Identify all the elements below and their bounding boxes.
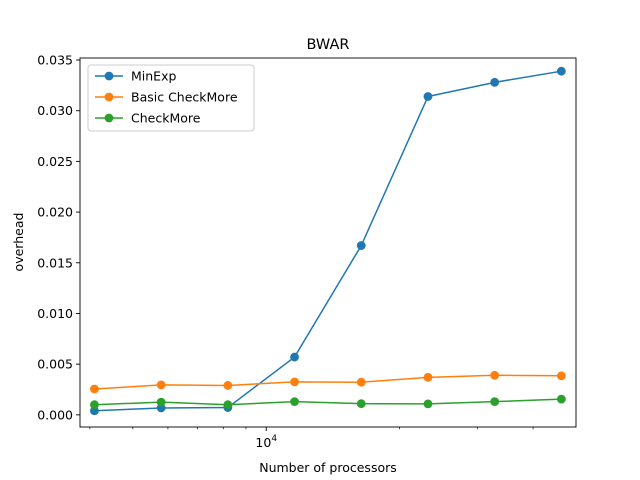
data-point xyxy=(423,372,433,382)
data-point xyxy=(290,397,299,407)
x-axis-label: Number of processors xyxy=(259,460,397,475)
data-point xyxy=(556,394,566,404)
plot-area xyxy=(79,57,577,428)
y-axis-label: overhead xyxy=(11,213,26,272)
x-axis: 104 xyxy=(89,427,534,450)
legend-label: MinExp xyxy=(131,69,176,84)
data-point xyxy=(423,399,433,409)
y-tick-label: 0.020 xyxy=(37,205,73,220)
legend-entry: CheckMore xyxy=(95,111,201,126)
legend-entry: MinExp xyxy=(95,69,176,84)
legend-box xyxy=(87,64,255,132)
y-tick-label: 0.005 xyxy=(37,357,73,372)
legend-marker xyxy=(104,113,114,123)
data-point xyxy=(90,406,99,416)
data-point xyxy=(423,92,433,101)
legend-marker xyxy=(104,92,114,102)
legend: MinExp Basic CheckMore CheckMore xyxy=(87,64,255,132)
data-point xyxy=(490,370,500,380)
y-tick-label: 0.035 xyxy=(37,53,73,68)
axes-frame xyxy=(79,57,577,428)
y-axis: 0.000 0.005 0.010 0.015 0.020 0.025 0.030 0.035 xyxy=(37,53,80,422)
y-tick-label: 0.000 xyxy=(37,407,73,422)
legend-marker xyxy=(104,71,114,81)
data-point xyxy=(556,66,566,76)
data-point xyxy=(223,400,233,410)
y-tick-label: 0.015 xyxy=(37,255,73,270)
data-point xyxy=(290,352,299,362)
legend-entry: Basic CheckMore xyxy=(95,90,238,105)
data-point xyxy=(290,377,299,387)
chart-title: BWAR xyxy=(307,37,350,53)
y-tick-label: 0.025 xyxy=(37,154,73,169)
legend-label: CheckMore xyxy=(131,111,201,126)
data-point xyxy=(490,397,500,407)
data-point xyxy=(556,371,566,381)
y-tick-label: 0.010 xyxy=(37,306,73,321)
data-point xyxy=(223,381,233,390)
y-tick-label: 0.030 xyxy=(37,103,73,118)
legend-label: Basic CheckMore xyxy=(131,90,238,105)
data-point xyxy=(90,400,99,410)
series-line-2 xyxy=(94,398,562,406)
series-line-1 xyxy=(94,374,562,390)
data-point xyxy=(156,397,166,407)
data-point xyxy=(490,77,500,87)
x-tick-label: 104 xyxy=(255,434,277,450)
data-point xyxy=(156,380,166,390)
data-point xyxy=(356,241,366,250)
data-point xyxy=(356,377,366,387)
data-point xyxy=(90,384,99,394)
data-point xyxy=(356,399,366,409)
series-line-0 xyxy=(94,70,562,412)
